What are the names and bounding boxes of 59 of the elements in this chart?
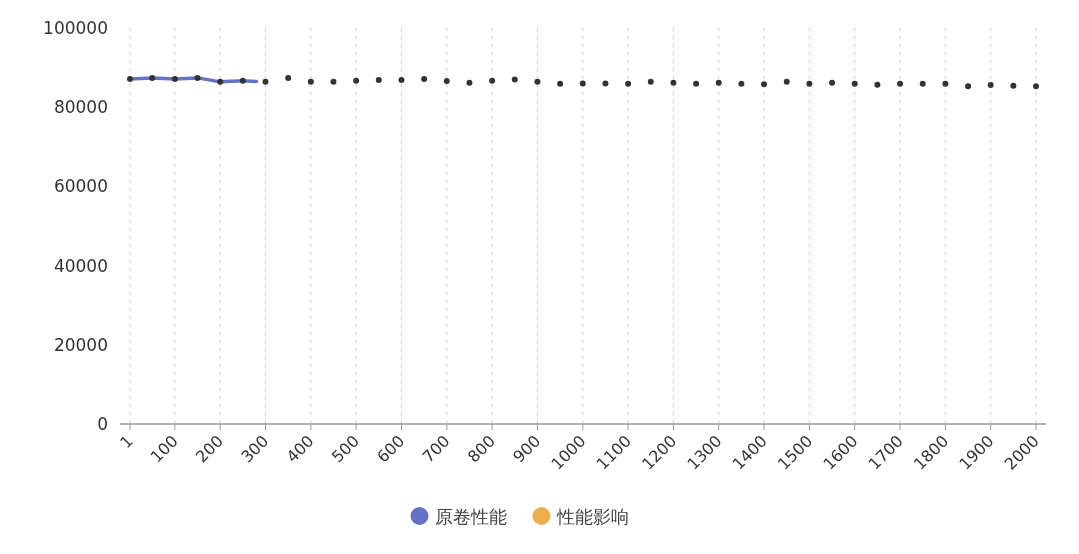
point: [171, 76, 178, 83]
point: [511, 76, 518, 83]
legend-label: 原卷性能: [434, 506, 507, 527]
point: [217, 78, 224, 85]
point: [375, 76, 382, 83]
x-tick-label: 700: [418, 431, 454, 467]
point: [965, 83, 972, 90]
point: [489, 77, 496, 84]
x-tick-label: 300: [237, 431, 273, 467]
point: [602, 80, 609, 87]
x-tick-label: 500: [327, 431, 363, 467]
point: [783, 78, 790, 85]
point: [829, 79, 836, 86]
y-tick-label: 60000: [53, 176, 108, 197]
point: [307, 78, 314, 85]
point: [262, 78, 269, 85]
point: [625, 80, 632, 87]
x-tick-label: 800: [463, 431, 499, 467]
point: [851, 80, 858, 87]
x-tick-label: 200: [191, 431, 227, 467]
x-tick-label: 600: [373, 431, 409, 467]
point: [1010, 82, 1017, 89]
legend-label: 性能影响: [555, 506, 629, 527]
point: [353, 77, 360, 84]
x-tick-label: 400: [282, 431, 318, 467]
point: [398, 76, 405, 83]
point: [421, 76, 428, 83]
point: [557, 80, 564, 87]
y-tick-label: 80000: [53, 97, 108, 118]
point: [897, 80, 904, 87]
point: [715, 79, 722, 86]
point: [330, 78, 337, 85]
x-tick-label: 100: [146, 431, 182, 467]
point: [670, 79, 677, 86]
point: [942, 80, 949, 87]
point: [466, 79, 473, 86]
point: [1033, 83, 1040, 90]
y-tick-label: 20000: [53, 334, 108, 355]
point: [693, 80, 700, 87]
point: [194, 74, 201, 81]
point: [126, 76, 133, 83]
point: [738, 80, 745, 87]
point: [149, 74, 156, 81]
point: [579, 80, 586, 87]
y-tick-label: 40000: [53, 255, 108, 276]
x-tick-label: 900: [509, 431, 545, 467]
point: [919, 80, 926, 87]
point: [443, 78, 450, 85]
point: [987, 82, 994, 89]
point: [239, 77, 246, 84]
point: [761, 81, 768, 88]
point: [874, 81, 881, 88]
point: [806, 80, 813, 87]
point: [285, 74, 292, 81]
y-tick-label: 0: [97, 414, 108, 434]
y-tick-label: 100000: [43, 18, 108, 38]
x-tick-label: 1: [116, 431, 137, 453]
point: [534, 78, 541, 85]
point: [647, 78, 654, 85]
